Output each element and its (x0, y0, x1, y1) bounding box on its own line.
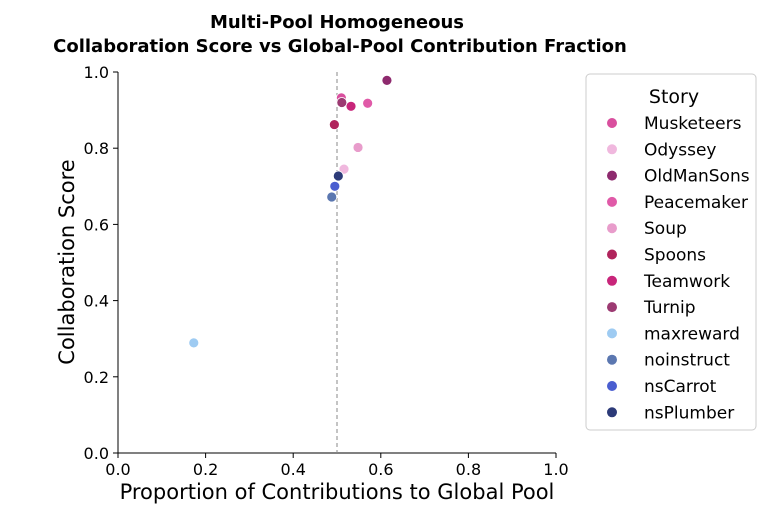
legend-label-nsplumber: nsPlumber (644, 403, 734, 423)
point-teamwork (345, 100, 357, 112)
x-axis-ticks: 0.0 0.2 0.4 0.6 0.8 1.0 (105, 453, 569, 479)
legend-label-oldmansons: OldManSons (644, 167, 750, 187)
y-tick-label: 0.2 (84, 368, 109, 387)
point-turnip (336, 97, 348, 108)
point-odyssey (338, 163, 350, 175)
x-axis-label: Proportion of Contributions to Global Po… (120, 480, 555, 504)
point-spoons (328, 119, 340, 130)
legend-marker-soup (607, 223, 617, 234)
point-soup (352, 142, 364, 153)
point-maxreward (188, 337, 200, 349)
y-axis-ticks: 0.0 0.2 0.4 0.6 0.8 1.0 (84, 63, 118, 463)
data-points (188, 74, 393, 349)
legend-marker-oldmansons (607, 170, 617, 181)
y-tick-label: 0.8 (84, 139, 109, 158)
legend-label-teamwork: Teamwork (643, 272, 730, 292)
y-tick-label: 1.0 (84, 63, 109, 82)
point-peacemaker (362, 97, 374, 109)
chart-title-line-1: Multi-Pool Homogeneous (210, 12, 464, 33)
legend-marker-musketeers (607, 118, 617, 128)
legend-label-nscarrot: nsCarrot (644, 377, 717, 397)
legend-label-odyssey: Odyssey (644, 140, 716, 160)
legend-marker-spoons (607, 249, 617, 260)
y-axis-label: Collaboration Score (55, 159, 79, 364)
x-tick-label: 0.4 (280, 460, 305, 479)
legend-label-spoons: Spoons (644, 246, 706, 266)
chart-title-line-2: Collaboration Score vs Global-Pool Contr… (53, 36, 627, 57)
point-oldmansons (381, 74, 393, 86)
legend-items: Musketeers Odyssey OldManSons Peacemaker Sou… (607, 114, 750, 423)
x-tick-label: 1.0 (543, 460, 568, 479)
legend-marker-turnip (607, 302, 617, 313)
legend-marker-maxreward (607, 328, 617, 339)
x-tick-label: 0.8 (456, 460, 481, 479)
legend-title: Story (649, 86, 699, 108)
legend-label-peacemaker: Peacemaker (644, 193, 748, 213)
legend-marker-peacemaker (607, 196, 617, 207)
legend-label-soup: Soup (644, 219, 687, 239)
y-tick-label: 0.6 (84, 215, 109, 234)
legend-label-musketeers: Musketeers (644, 114, 742, 134)
legend-marker-nsplumber (607, 407, 617, 418)
point-noinstruct (326, 191, 338, 203)
point-nsplumber (332, 170, 344, 182)
legend-label-maxreward: maxreward (644, 324, 740, 344)
legend-frame (585, 73, 757, 431)
y-tick-label: 0.4 (84, 292, 109, 311)
x-tick-label: 0.6 (368, 460, 393, 479)
y-tick-label: 0.0 (84, 444, 109, 463)
legend-label-noinstruct: noinstruct (644, 351, 730, 371)
legend: Story Musketeers Odyssey OldManSons Peacema… (585, 73, 757, 431)
legend-marker-noinstruct (607, 354, 617, 365)
legend-marker-teamwork (607, 275, 617, 286)
legend-label-turnip: Turnip (643, 298, 696, 318)
legend-marker-nscarrot (607, 381, 617, 391)
legend-marker-odyssey (607, 144, 617, 155)
x-tick-label: 0.2 (193, 460, 218, 479)
x-tick-label: 0.0 (105, 460, 130, 479)
chart-title: Multi-Pool Homogeneous Collaboration Sco… (53, 12, 627, 57)
point-nscarrot (329, 180, 341, 192)
